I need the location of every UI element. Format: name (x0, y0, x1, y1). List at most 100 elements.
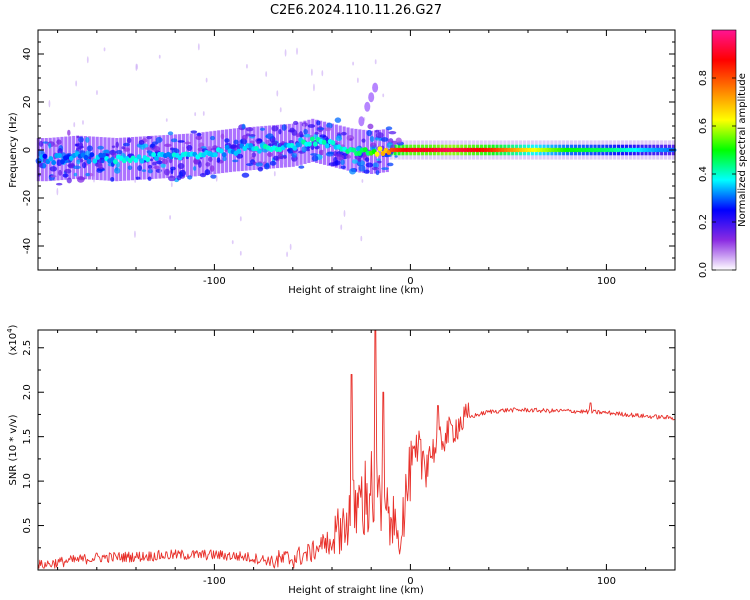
heatmap-noise-blob (152, 145, 161, 153)
heatmap-noise-blob (164, 168, 170, 176)
heatmap-noise-blob (279, 107, 282, 113)
heatmap-noise-blob (147, 164, 153, 169)
heatmap-noise-blob (48, 100, 51, 108)
heatmap-ridge-cell (60, 159, 65, 165)
heatmap-ridge-cell (218, 148, 224, 154)
heatmap-noise-blob (265, 133, 274, 140)
colorbar-tick-label: 0.6 (698, 118, 709, 134)
heatmap-ridge-cell (133, 157, 139, 163)
heatmap-noise-blob (98, 162, 103, 170)
heatmap-noise-blob (286, 251, 288, 258)
heatmap-noise-blob (176, 175, 182, 181)
heatmap-y-tick-label: -40 (22, 238, 33, 254)
figure-title: C2E6.2024.110.11.26.G27 (270, 3, 442, 18)
heatmap-noise-blob (67, 163, 76, 167)
heatmap-band-cell (150, 135, 154, 180)
heatmap-noise-blob (103, 47, 106, 52)
heatmap-noise-blob (73, 172, 78, 177)
heatmap-noise-blob (276, 90, 279, 97)
heatmap-noise-blob (271, 125, 279, 132)
heatmap-band-cell (56, 137, 60, 181)
heatmap-noise-blob (340, 224, 343, 231)
heatmap-noise-blob (256, 140, 261, 145)
heatmap-noise-blob (50, 175, 57, 178)
heatmap-noise-blob (76, 176, 85, 183)
heatmap-noise-blob (38, 140, 44, 147)
heatmap-noise-blob (210, 135, 216, 141)
heatmap-noise-blob (169, 215, 172, 220)
heatmap-noise-blob (303, 128, 308, 135)
heatmap-noise-blob (56, 187, 59, 196)
heatmap-noise-blob (207, 156, 213, 162)
heatmap-noise-blob (114, 167, 121, 174)
heatmap-noise-blob (278, 129, 282, 135)
heatmap-ridge-cell (89, 152, 95, 158)
heatmap-noise-blob (76, 135, 80, 139)
heatmap-noise-blob (319, 149, 325, 156)
heatmap-noise-blob (195, 135, 203, 141)
heatmap-noise-blob (375, 170, 380, 176)
heatmap-noise-blob (177, 163, 185, 170)
heatmap-ridge-cell (310, 136, 315, 142)
heatmap-ridge-cell (92, 158, 98, 164)
snr-x-ticks: -100 0 100 (57, 330, 647, 587)
heatmap-noise-blob (170, 182, 173, 188)
heatmap-noise-blob (204, 169, 211, 176)
heatmap-x-tick-label: -100 (203, 276, 226, 287)
heatmap-noise-blob (259, 127, 266, 131)
heatmap-noise-blob (224, 138, 230, 143)
heatmap-noise-blob (388, 130, 397, 135)
heatmap-noise-blob (232, 159, 239, 163)
heatmap-noise-blob (357, 157, 362, 162)
heatmap-noise-blob (147, 176, 152, 181)
heatmap-noise-blob (85, 137, 90, 143)
heatmap-noise-blob (82, 120, 84, 125)
heatmap-noise-blob (340, 131, 347, 136)
heatmap-noise-blob (123, 142, 130, 147)
heatmap-noise-blob (334, 160, 341, 166)
heatmap-noise-blob (82, 162, 87, 169)
heatmap-band-cell (52, 137, 56, 181)
heatmap-noise-blob (210, 174, 217, 179)
heatmap-noise-blob (326, 122, 333, 129)
heatmap-noise-blob (76, 142, 84, 150)
heatmap-noise-blob (241, 134, 248, 140)
heatmap-noise-blob (147, 169, 153, 174)
heatmap-noise-blob (314, 131, 319, 135)
heatmap-noise-blob (145, 147, 153, 151)
heatmap-noise-blob (158, 54, 161, 59)
snr-x-tick-label: 100 (597, 576, 616, 587)
heatmap-noise-blob (197, 43, 200, 51)
heatmap-noise-blob (134, 177, 137, 183)
heatmap-noise-blob (215, 174, 218, 182)
heatmap-noise-blob (62, 173, 69, 178)
heatmap-noise-blob (333, 153, 341, 157)
heatmap-ridge-cell (51, 159, 57, 166)
heatmap-noise-blob (241, 123, 246, 130)
heatmap-noise-blob (205, 162, 211, 167)
heatmap-noise-blob (273, 155, 279, 161)
heatmap-noise-blob (149, 158, 153, 162)
heatmap-ridge-cell (113, 159, 118, 165)
heatmap-noise-blob (298, 165, 305, 169)
heatmap-noise-blob (257, 166, 264, 172)
heatmap-noise-blob (179, 169, 186, 177)
heatmap-noise-blob (97, 145, 104, 150)
heatmap-noise-blob (246, 63, 248, 69)
snr-x-tick-label: -100 (203, 576, 226, 587)
heatmap-noise-blob (381, 167, 389, 171)
heatmap-noise-blob (85, 172, 90, 177)
heatmap-ridge-cell (357, 150, 362, 156)
heatmap-noise-blob (101, 158, 105, 164)
heatmap-noise-blob (324, 127, 332, 132)
heatmap-noise-blob (384, 154, 392, 158)
heatmap-noise-blob (363, 169, 370, 174)
heatmap-noise-blob (319, 134, 327, 138)
heatmap-ridge-cell (292, 145, 298, 151)
heatmap-noise-blob (376, 160, 382, 164)
heatmap-ridge-cell (295, 142, 301, 148)
heatmap-noise-blob (334, 117, 342, 123)
heatmap-noise-blob (374, 59, 377, 65)
heatmap-noise-blob (193, 158, 199, 165)
heatmap-noise-blob (198, 161, 202, 168)
